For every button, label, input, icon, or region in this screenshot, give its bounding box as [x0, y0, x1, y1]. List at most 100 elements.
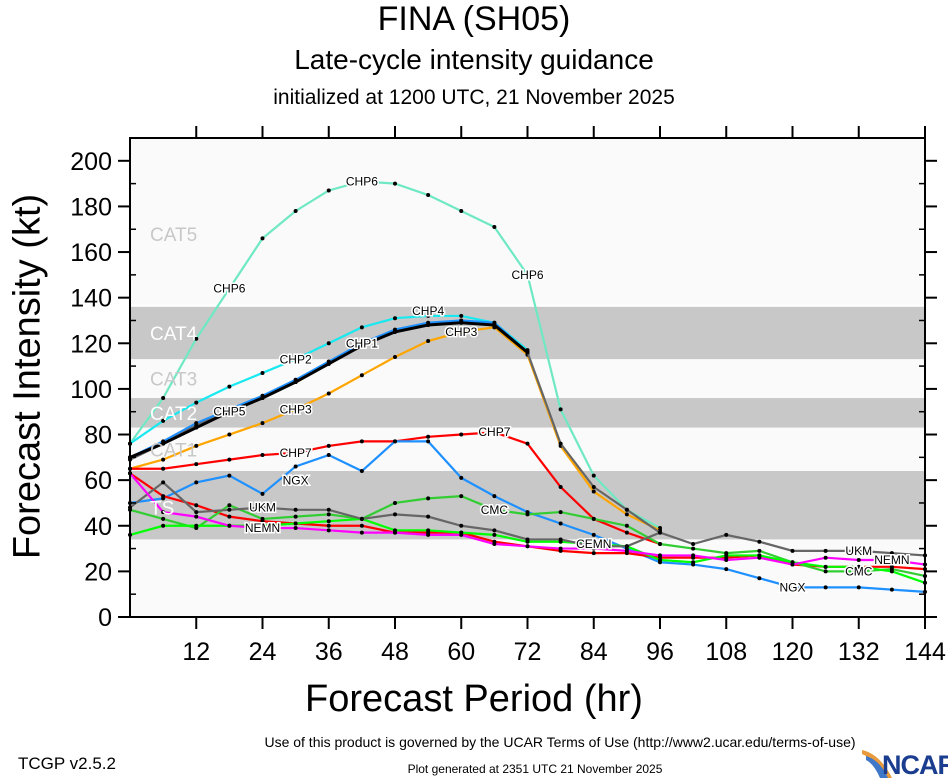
band-label: TS — [150, 499, 174, 520]
data-point — [194, 523, 199, 528]
data-point — [724, 557, 729, 562]
series-label: CEMN — [576, 537, 611, 551]
data-point — [691, 560, 696, 565]
data-point — [591, 516, 596, 521]
data-point — [492, 542, 497, 547]
data-point — [624, 512, 629, 517]
band-label: CAT3 — [150, 370, 197, 391]
data-point — [326, 507, 331, 512]
data-point — [558, 546, 563, 551]
data-point — [624, 548, 629, 553]
band-label: CAT2 — [150, 404, 197, 425]
y-tick-label: 200 — [70, 148, 112, 176]
data-point — [359, 516, 364, 521]
band-cat1 — [130, 427, 925, 472]
data-point — [691, 542, 696, 547]
data-point — [393, 329, 397, 334]
series-label: CMC — [845, 564, 873, 578]
data-point — [558, 537, 563, 542]
data-point — [492, 494, 497, 499]
data-point — [525, 537, 530, 542]
data-point — [359, 325, 364, 330]
x-tick-label: 72 — [514, 638, 542, 666]
data-point — [326, 341, 331, 346]
data-point — [326, 188, 331, 193]
data-point — [359, 523, 364, 528]
data-point — [326, 519, 331, 524]
data-point — [658, 553, 662, 558]
data-point — [459, 432, 464, 437]
data-point — [856, 548, 861, 553]
data-point — [492, 430, 497, 435]
data-point — [161, 457, 166, 462]
data-point — [227, 507, 232, 512]
x-tick-label: 60 — [447, 638, 475, 666]
series-layer — [128, 179, 927, 594]
data-point — [823, 569, 828, 574]
data-point — [889, 569, 894, 574]
series-label: CHP3 — [445, 325, 477, 339]
series-label: CHP3 — [280, 402, 312, 416]
series-label: CMC — [481, 503, 509, 517]
data-point — [658, 542, 662, 547]
series-label: CHP2 — [280, 352, 312, 366]
data-point — [558, 521, 563, 526]
data-point — [293, 208, 298, 213]
data-point — [194, 503, 199, 508]
data-point — [161, 516, 166, 521]
data-point — [161, 396, 166, 401]
data-point — [525, 544, 530, 549]
data-point — [393, 530, 397, 535]
series-label: CHP6 — [346, 174, 378, 188]
x-tick-label: 132 — [838, 638, 880, 666]
data-point — [426, 514, 431, 519]
y-tick-label: 80 — [84, 422, 112, 450]
data-point — [359, 343, 364, 348]
data-point — [591, 489, 596, 494]
data-point — [426, 434, 431, 439]
x-tick-label: 84 — [580, 638, 608, 666]
label-layer: CAT5 CAT4 CAT3 CAT2 CAT1 TS CHP6 CHP6 CHP6 CHP2 CH… — [150, 173, 911, 596]
data-point — [757, 576, 762, 581]
data-point — [658, 530, 662, 535]
data-point — [426, 193, 431, 198]
data-point — [558, 407, 563, 412]
data-point — [194, 514, 199, 519]
data-point — [194, 336, 199, 341]
y-tick-label: 120 — [70, 330, 112, 358]
data-point — [326, 391, 331, 396]
chart-title: FINA (SH05) — [377, 0, 571, 38]
data-point — [525, 350, 530, 355]
data-point — [393, 439, 397, 444]
x-tick-label: 108 — [705, 638, 747, 666]
data-point — [194, 425, 199, 430]
data-point — [823, 564, 828, 569]
data-point — [194, 443, 199, 448]
data-point — [790, 562, 795, 567]
data-point — [757, 539, 762, 544]
data-point — [558, 441, 563, 446]
band-label: CAT1 — [150, 440, 197, 461]
data-point — [161, 494, 166, 499]
band-label: CAT5 — [150, 225, 197, 246]
x-tick-label: 12 — [182, 638, 210, 666]
data-point — [691, 553, 696, 558]
data-point — [227, 409, 232, 414]
data-point — [691, 546, 696, 551]
data-point — [459, 208, 464, 213]
data-point — [525, 512, 530, 517]
version-text: TCGP v2.5.2 — [18, 754, 116, 773]
data-point — [823, 548, 828, 553]
data-point — [227, 457, 232, 462]
series-label: CHP4 — [412, 304, 444, 318]
data-point — [393, 500, 397, 505]
data-point — [293, 464, 298, 469]
data-point — [227, 384, 232, 389]
data-point — [260, 516, 265, 521]
y-tick-label: 60 — [84, 467, 112, 495]
data-point — [525, 441, 530, 446]
y-tick-label: 140 — [70, 285, 112, 313]
data-point — [326, 523, 331, 528]
data-point — [724, 553, 729, 558]
